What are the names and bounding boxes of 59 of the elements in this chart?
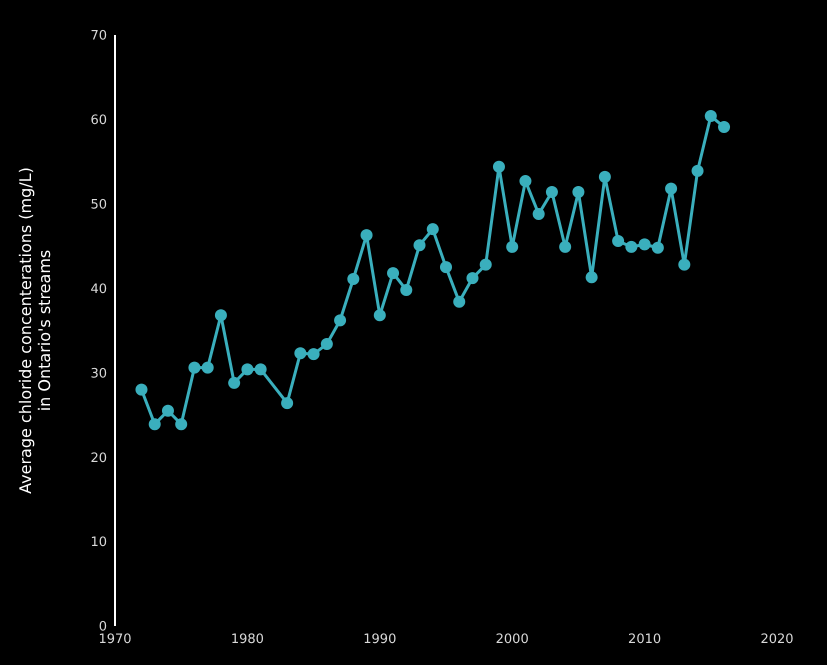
- point: [586, 271, 598, 284]
- point: [532, 208, 545, 220]
- point: [360, 229, 373, 242]
- point: [572, 186, 584, 198]
- point: [308, 348, 320, 360]
- x-tick-label: 2020: [760, 632, 794, 648]
- y-tick-label: 20: [90, 450, 107, 466]
- point: [135, 384, 148, 396]
- point: [559, 240, 572, 253]
- point: [414, 239, 426, 252]
- point: [625, 240, 638, 253]
- point: [294, 347, 306, 360]
- point: [281, 397, 294, 410]
- point: [678, 258, 690, 271]
- y-tick-label: 60: [90, 113, 107, 128]
- point: [387, 267, 400, 280]
- y-tick-label: 70: [90, 28, 107, 44]
- point: [202, 362, 214, 374]
- x-tick-label: 1980: [230, 632, 264, 648]
- y-tick-label: 40: [90, 282, 107, 297]
- point: [440, 261, 452, 274]
- point: [480, 258, 492, 271]
- point: [374, 309, 386, 322]
- point: [453, 296, 466, 308]
- point: [492, 160, 505, 173]
- y-tick-label: 50: [90, 197, 107, 212]
- y-tick-label: 10: [90, 535, 107, 550]
- point: [148, 418, 161, 430]
- point: [426, 223, 439, 236]
- x-tick-label: 1990: [363, 632, 396, 648]
- point: [638, 238, 651, 250]
- point: [665, 182, 678, 195]
- x-tick-label: 2000: [496, 632, 529, 648]
- point: [652, 242, 664, 254]
- y-tick-label: 0: [98, 620, 107, 635]
- point: [466, 272, 478, 284]
- point: [334, 314, 346, 326]
- point: [347, 273, 360, 285]
- point: [228, 376, 240, 389]
- point: [704, 110, 717, 122]
- x-tick-label: 2010: [628, 632, 662, 648]
- point: [506, 240, 518, 253]
- point: [612, 235, 624, 248]
- point: [598, 170, 611, 183]
- point: [320, 338, 333, 350]
- point: [400, 284, 412, 296]
- point: [546, 186, 558, 198]
- point: [188, 362, 200, 374]
- point: [254, 363, 267, 376]
- point: [162, 404, 174, 417]
- point: [214, 309, 227, 322]
- x-tick-label: 1970: [98, 632, 132, 648]
- y-tick-label: 30: [90, 366, 107, 382]
- point: [718, 121, 730, 134]
- point: [175, 418, 188, 430]
- y-axis-title: Average chloride concenterations (mg/L) in Ontario's streams: [16, 167, 54, 494]
- point: [241, 363, 254, 376]
- point: [692, 164, 704, 177]
- point: [519, 175, 532, 188]
